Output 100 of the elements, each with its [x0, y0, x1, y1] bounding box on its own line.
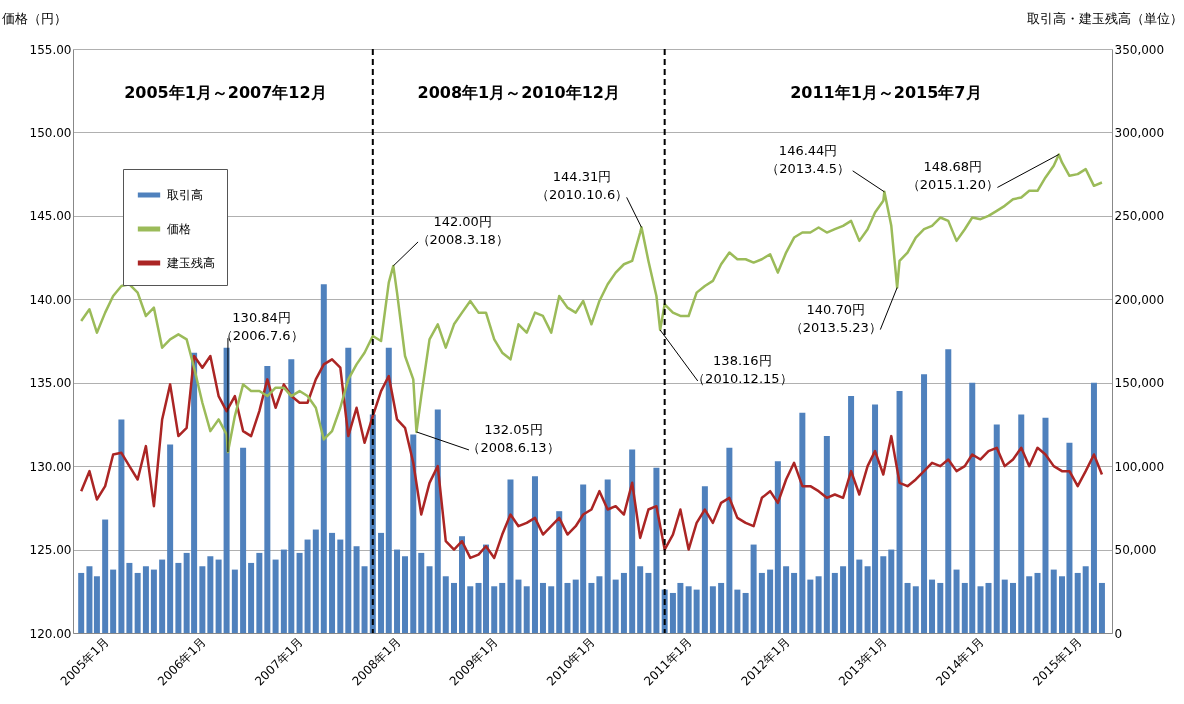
bar	[394, 549, 401, 633]
bar	[993, 424, 1000, 633]
bar	[118, 419, 125, 633]
bar	[1009, 582, 1016, 633]
bar	[418, 552, 425, 633]
bar	[685, 586, 692, 633]
bar	[767, 569, 774, 633]
bar	[329, 532, 336, 633]
bar	[378, 532, 385, 633]
bar	[620, 572, 627, 633]
y2-tick-label: 0	[1114, 626, 1123, 641]
bar	[604, 479, 611, 633]
bar	[929, 579, 936, 633]
bar	[207, 556, 214, 633]
bar	[718, 582, 725, 633]
bar	[240, 447, 247, 633]
bar	[750, 544, 757, 633]
bar	[102, 519, 109, 633]
bar	[523, 586, 530, 633]
bar	[93, 576, 100, 633]
bar	[126, 562, 133, 633]
bar	[912, 586, 919, 633]
legend-label: 取引高	[167, 188, 203, 202]
legend-label: 建玉残高	[166, 256, 215, 270]
bar	[799, 412, 806, 633]
y-tick-label: 140.00	[29, 292, 72, 307]
bar	[507, 479, 514, 633]
bar	[629, 449, 636, 633]
bar	[953, 569, 960, 633]
bar	[312, 529, 319, 633]
bar	[693, 589, 700, 633]
annotation: 148.68円（2015.1.20）	[906, 159, 999, 193]
bar	[596, 576, 603, 633]
bar	[856, 559, 863, 633]
bar	[791, 572, 798, 633]
bar	[78, 572, 85, 633]
bar	[823, 436, 830, 633]
bar	[467, 586, 474, 633]
bar	[645, 572, 652, 633]
bar	[548, 586, 555, 633]
bar	[783, 566, 790, 633]
bar	[880, 556, 887, 633]
y2-tick-label: 200,000	[1114, 292, 1165, 307]
bar	[774, 461, 781, 633]
bar	[134, 572, 141, 633]
y2-tick-label: 350,000	[1114, 42, 1165, 57]
bar	[556, 511, 563, 633]
bar	[296, 552, 303, 633]
bar	[945, 349, 952, 633]
bar	[361, 566, 368, 633]
bar	[499, 582, 506, 633]
bar	[159, 559, 166, 633]
y-tick-label: 145.00	[29, 209, 72, 224]
bar	[1026, 576, 1033, 633]
bar	[653, 467, 660, 633]
bar	[410, 434, 417, 633]
bar	[937, 582, 944, 633]
bar	[758, 572, 765, 633]
bar	[264, 366, 271, 633]
y2-tick-label: 150,000	[1114, 376, 1165, 391]
bar	[1001, 579, 1008, 633]
annotation: 2005年1月～2007年12月	[124, 83, 327, 102]
annotation: 132.05円（2008.6.13）	[467, 421, 560, 455]
y2-tick-label: 100,000	[1114, 459, 1165, 474]
bar	[337, 539, 344, 633]
y-tick-label: 130.00	[29, 459, 72, 474]
bar	[110, 569, 117, 633]
annotation: 130.84円（2006.7.6）	[219, 310, 304, 344]
bar	[345, 347, 352, 633]
annotation: 140.70円（2013.5.23）	[789, 301, 882, 335]
y-tick-label: 150.00	[29, 125, 72, 140]
annotation: 2011年1月～2015年7月	[790, 83, 982, 102]
bar	[442, 576, 449, 633]
bar	[539, 582, 546, 633]
annotation: 142.00円（2008.3.18）	[416, 213, 509, 247]
bar	[726, 447, 733, 633]
annotation: 146.44円（2013.4.5）	[766, 142, 851, 176]
bar	[612, 579, 619, 633]
bar	[515, 579, 522, 633]
bar	[248, 562, 255, 633]
y2-tick-label: 250,000	[1114, 209, 1165, 224]
y-tick-label: 135.00	[29, 376, 72, 391]
bar	[451, 582, 458, 633]
bar	[426, 566, 433, 633]
bar	[701, 486, 708, 633]
bar	[742, 592, 749, 633]
bar	[1018, 414, 1025, 633]
bar	[175, 562, 182, 633]
bar	[402, 556, 409, 633]
bar	[272, 559, 279, 633]
bar	[199, 566, 206, 633]
bar	[807, 579, 814, 633]
bar	[564, 582, 571, 633]
bar	[491, 586, 498, 633]
bar	[904, 582, 911, 633]
bar	[1042, 417, 1049, 633]
bar	[840, 566, 847, 633]
bar	[256, 552, 263, 633]
bar	[531, 476, 538, 633]
bar	[588, 582, 595, 633]
